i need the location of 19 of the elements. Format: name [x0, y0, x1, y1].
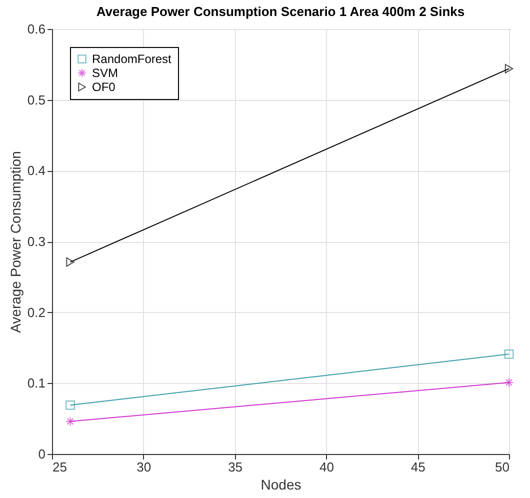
- y-axis-title: Average Power Consumption: [7, 151, 24, 333]
- y-tick-label: 0.4: [27, 163, 46, 178]
- y-tick-label: 0.1: [27, 376, 46, 391]
- legend-label: OF0: [92, 80, 116, 94]
- x-tick-label: 40: [319, 460, 334, 474]
- chart-title: Average Power Consumption Scenario 1 Area 400m 2 Sinks: [96, 4, 465, 19]
- x-tick-label: 25: [52, 460, 67, 474]
- x-axis-title: Nodes: [260, 476, 302, 492]
- y-tick-label: 0.5: [27, 92, 46, 108]
- y-tick-label: 0.2: [27, 304, 46, 320]
- y-tick-label: 0: [38, 446, 46, 462]
- legend-label: RandomForest: [92, 52, 172, 66]
- x-tick-label: 35: [228, 460, 243, 474]
- x-tick-label: 45: [410, 460, 426, 474]
- x-tick-label: 30: [136, 460, 152, 474]
- legend-label: SVM: [92, 66, 118, 80]
- x-tick-label: 50: [495, 460, 510, 474]
- y-tick-label: 0.3: [27, 234, 46, 249]
- y-tick-label: 0.6: [27, 22, 46, 36]
